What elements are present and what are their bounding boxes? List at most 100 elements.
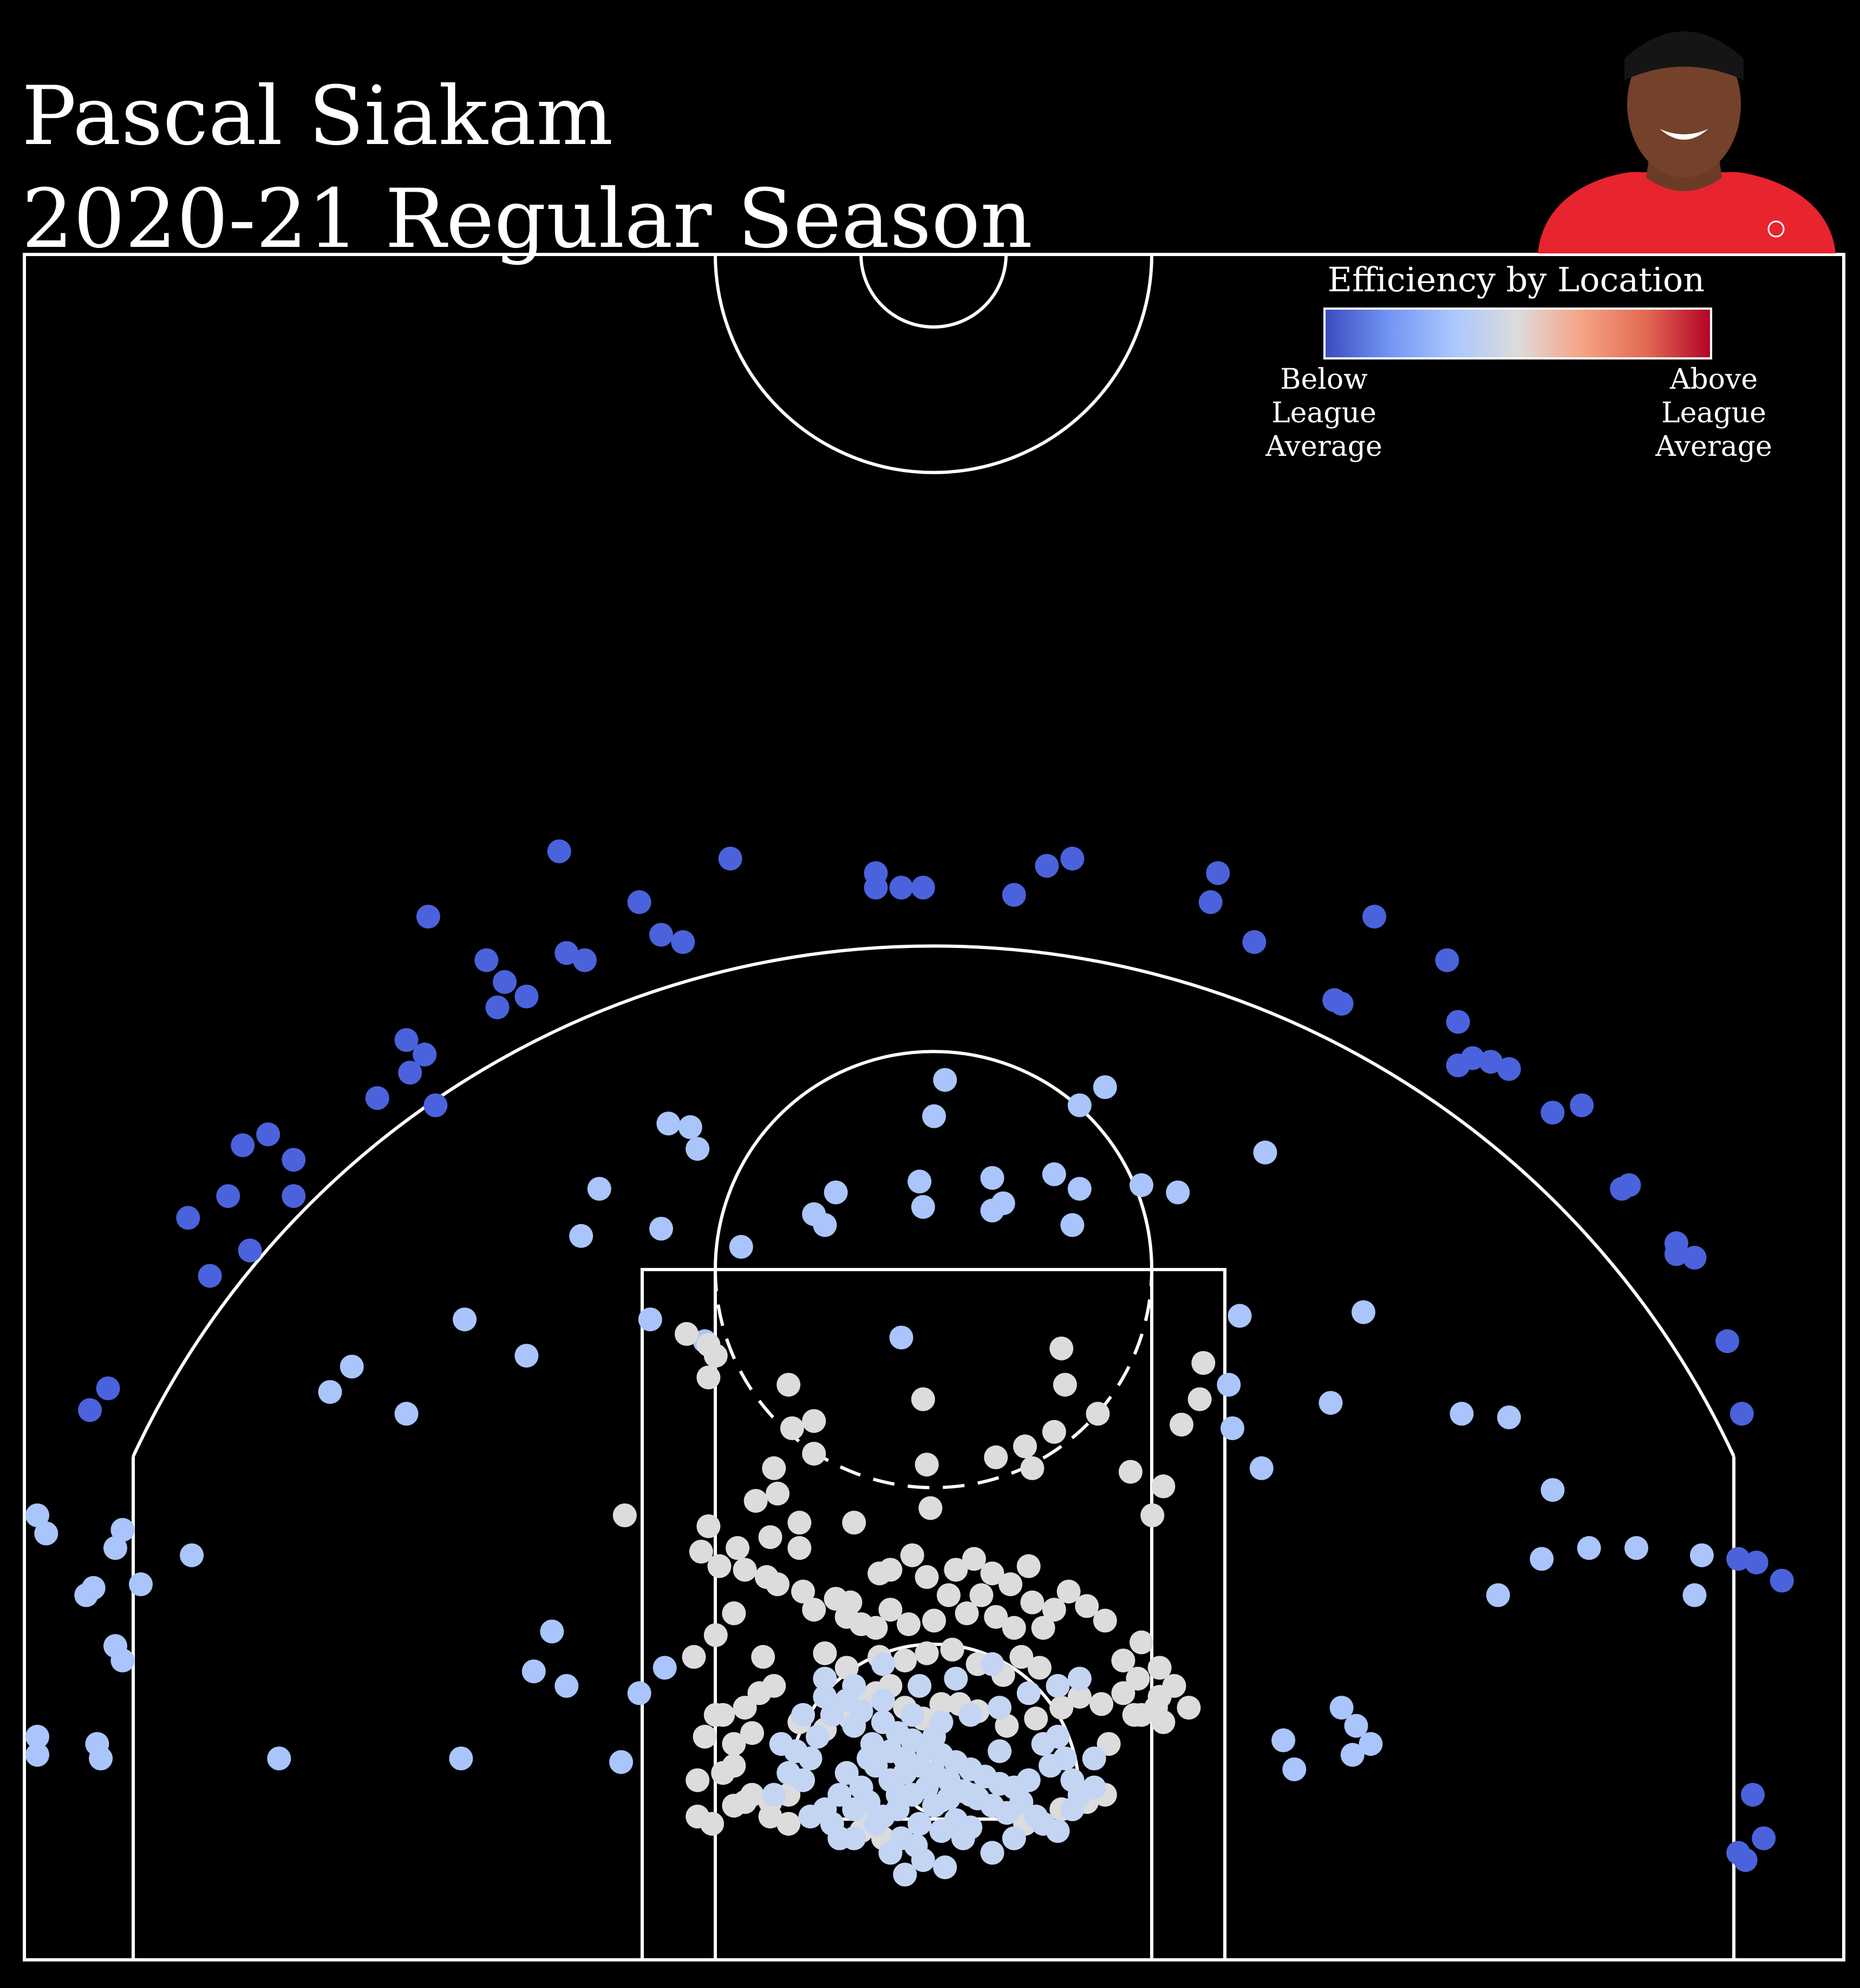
shot-point-deep_blue xyxy=(1035,854,1059,878)
legend-high-label: Above League Average xyxy=(1603,363,1825,463)
shot-point-grey xyxy=(1130,1630,1153,1655)
shot-point-deep_blue xyxy=(365,1086,389,1110)
shot-point-grey xyxy=(682,1645,706,1669)
shot-point-deep_blue xyxy=(1446,1053,1470,1077)
shot-point-pale_blue xyxy=(936,1786,961,1810)
shot-point-deep_blue xyxy=(627,890,651,914)
shot-point-grey xyxy=(900,1543,924,1567)
shot-point-pale_blue xyxy=(871,1688,895,1712)
shot-point-light_blue xyxy=(609,1750,634,1774)
shot-point-light_blue xyxy=(103,1536,127,1560)
shot-point-grey xyxy=(751,1645,775,1669)
shot-point-light_blue xyxy=(1530,1547,1554,1571)
shot-point-grey xyxy=(1097,1732,1121,1756)
shot-point-light_blue xyxy=(587,1176,611,1201)
shot-point-pale_blue xyxy=(1067,1666,1092,1691)
shot-point-deep_blue xyxy=(911,875,935,900)
shot-point-deep_blue xyxy=(1730,1402,1754,1426)
shot-point-grey xyxy=(1020,1590,1045,1614)
shot-point-grey xyxy=(689,1540,713,1564)
shot-point-pale_blue xyxy=(849,1699,873,1723)
free-throw-circle-top xyxy=(714,1050,1153,1270)
shot-point-deep_blue xyxy=(1664,1242,1688,1266)
shot-point-grey xyxy=(864,1616,888,1640)
shot-point-deep_blue xyxy=(282,1184,306,1208)
shot-point-pale_blue xyxy=(980,1841,1004,1865)
shot-point-grey xyxy=(693,1724,717,1749)
shot-point-deep_blue xyxy=(398,1061,422,1085)
shot-point-grey xyxy=(929,1692,954,1716)
shot-point-grey xyxy=(1089,1692,1114,1716)
shot-point-deep_blue xyxy=(1362,905,1387,929)
shot-point-grey xyxy=(969,1583,994,1607)
shot-point-pale_blue xyxy=(798,1804,823,1829)
shot-point-light_blue xyxy=(933,1068,957,1092)
shot-point-pale_blue xyxy=(893,1761,917,1785)
shot-point-light_blue xyxy=(34,1521,58,1546)
shot-point-grey xyxy=(696,1365,721,1390)
shot-point-light_blue xyxy=(1130,1173,1153,1198)
shot-point-grey xyxy=(1049,1696,1074,1720)
title-player: Pascal Siakam xyxy=(22,69,614,164)
shot-point-light_blue xyxy=(1067,1176,1092,1201)
shot-point-grey xyxy=(1049,1336,1074,1361)
shot-point-grey xyxy=(1130,1703,1153,1727)
shot-point-grey xyxy=(984,1445,1008,1469)
shot-point-grey xyxy=(696,1514,721,1539)
shot-point-light_blue xyxy=(1221,1416,1244,1441)
shot-point-light_blue xyxy=(89,1747,113,1770)
shot-point-light_blue xyxy=(678,1115,702,1139)
shot-point-grey xyxy=(791,1579,815,1604)
shot-point-pale_blue xyxy=(864,1812,888,1836)
shot-point-pale_blue xyxy=(820,1703,844,1727)
shot-point-grey xyxy=(915,1453,939,1477)
three-point-arc xyxy=(132,944,1735,1457)
shot-point-grey xyxy=(762,1456,786,1480)
shot-point-deep_blue xyxy=(889,875,913,900)
shot-point-light_blue xyxy=(649,1217,673,1241)
shot-point-grey xyxy=(834,1605,859,1629)
shot-point-deep_blue xyxy=(423,1093,448,1117)
shot-point-light_blue xyxy=(638,1307,662,1332)
shot-point-pale_blue xyxy=(1046,1674,1070,1698)
shot-point-pale_blue xyxy=(911,1848,935,1872)
shot-point-grey xyxy=(776,1812,801,1836)
shot-point-grey xyxy=(897,1612,921,1637)
shot-point-light_blue xyxy=(129,1572,153,1597)
shot-point-light_blue xyxy=(453,1307,477,1332)
shot-point-pale_blue xyxy=(958,1703,983,1727)
legend-high-line2: League Average xyxy=(1655,397,1772,463)
shot-point-light_blue xyxy=(569,1224,593,1248)
shot-point-grey xyxy=(1118,1460,1143,1484)
shot-point-grey xyxy=(1042,1420,1066,1444)
shot-point-light_blue xyxy=(25,1724,49,1749)
shot-point-grey xyxy=(1013,1434,1037,1459)
shot-point-light_blue xyxy=(1282,1757,1307,1782)
shot-point-grey xyxy=(743,1489,768,1513)
shot-point-grey xyxy=(802,1409,826,1433)
shot-point-deep_blue xyxy=(1744,1551,1768,1575)
shot-point-pale_blue xyxy=(900,1703,924,1727)
shot-point-pale_blue xyxy=(878,1841,903,1865)
shot-point-grey xyxy=(703,1344,728,1368)
shot-point-grey xyxy=(1031,1616,1055,1640)
shot-point-pale_blue xyxy=(908,1674,932,1698)
shot-point-light_blue xyxy=(318,1380,342,1404)
shot-point-grey xyxy=(911,1387,935,1411)
shot-point-grey xyxy=(1170,1412,1193,1437)
shot-point-grey xyxy=(1009,1645,1034,1669)
shot-point-grey xyxy=(1140,1503,1165,1527)
shot-point-light_blue xyxy=(180,1543,204,1567)
shot-point-pale_blue xyxy=(915,1775,939,1800)
shot-point-grey xyxy=(922,1608,946,1633)
shot-points xyxy=(25,839,1794,1887)
shot-point-light_blue xyxy=(1340,1743,1365,1767)
legend-high-line1: Above xyxy=(1669,363,1758,396)
shot-point-grey xyxy=(915,1565,939,1589)
shot-point-pale_blue xyxy=(813,1666,837,1691)
shot-point-light_blue xyxy=(1497,1405,1521,1429)
shot-point-deep_blue xyxy=(198,1264,222,1288)
shot-point-deep_blue xyxy=(1570,1093,1594,1117)
shot-point-pale_blue xyxy=(893,1862,917,1887)
